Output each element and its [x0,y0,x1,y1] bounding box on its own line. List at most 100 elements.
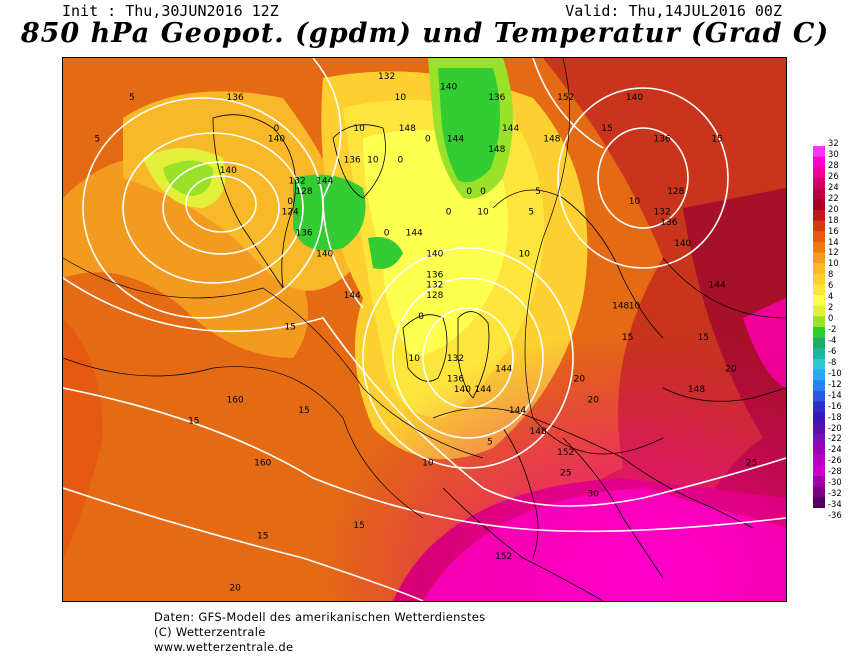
contour-label: 10 [629,302,641,312]
contour-label: 136 [344,155,361,165]
contour-label: 144 [316,176,333,186]
colorbar-segment [813,316,825,328]
contour-label: 10 [395,93,407,103]
colorbar-label: 16 [828,225,839,236]
colorbar-label: -32 [828,488,842,499]
colorbar-label: 26 [828,170,839,181]
chart-title: 850 hPa Geopot. (gpdm) und Temperatur (G… [20,18,830,49]
contour-label: 136 [654,135,671,145]
contour-label: 140 [674,239,691,249]
weather-map: 1361321361401401441361321281241361401441… [62,57,787,602]
colorbar-label: -6 [828,345,837,356]
contour-label: 160 [254,458,271,468]
colorbar-segment [813,444,825,456]
contour-label: 0 [287,197,293,207]
contour-label: 140 [440,82,457,92]
contour-label: 140 [220,166,237,176]
contour-label: 5 [487,437,493,447]
contour-label: 148 [488,145,505,155]
contour-label: 136 [227,93,244,103]
contour-label: 132 [426,281,443,291]
contour-label: 0 [446,208,452,218]
colorbar-segment [813,156,825,168]
contour-label: 25 [746,458,757,468]
colorbar-segment [813,199,825,211]
contour-label: 10 [408,354,420,364]
contour-label: 136 [426,270,443,280]
colorbar-label: -34 [828,499,842,510]
colorbar-segment [813,146,825,158]
contour-label: 15 [257,531,268,541]
colorbar-label: 20 [828,203,839,214]
colorbar-segment [813,369,825,381]
contour-label: 144 [344,291,361,301]
contour-label: 140 [426,249,443,259]
colorbar-segment [813,380,825,392]
colorbar-label: -22 [828,433,842,444]
colorbar-segment [813,252,825,264]
colorbar-segment [813,188,825,200]
colorbar-label: -28 [828,466,842,477]
init-time: Init : Thu,30JUN2016 12Z [62,2,279,20]
contour-label: 15 [188,417,199,427]
colorbar-segment [813,231,825,243]
contour-label: 148 [688,385,705,395]
temperature-fill [63,58,786,601]
contour-label: 0 [466,187,472,197]
colorbar-label: -8 [828,356,837,367]
colorbar-segment [813,486,825,498]
colorbar-label: 2 [828,302,834,313]
colorbar-segment [813,284,825,296]
colorbar-label: -20 [828,422,842,433]
colorbar-label: -26 [828,455,842,466]
contour-label: 148 [543,135,560,145]
contour-label: 136 [488,93,505,103]
colorbar-label: -36 [828,510,842,520]
colorbar-label: -14 [828,389,842,400]
contour-label: 128 [295,187,312,197]
contour-label: 15 [711,135,722,145]
colorbar-label: -30 [828,477,842,488]
contour-label: 5 [95,135,101,145]
colorbar-segment [813,177,825,190]
colorbar-segment [813,476,825,488]
colorbar-segment [813,295,825,307]
contour-label: 148 [530,427,547,437]
contour-label: 30 [587,490,599,500]
contour-label: 10 [629,197,641,207]
website-url: www.wetterzentrale.de [154,640,294,654]
copyright: (C) Wetterzentrale [154,625,266,639]
contour-label: 136 [295,229,312,239]
contour-label: 152 [495,552,512,562]
colorbar-label: 10 [828,258,839,269]
colorbar-label: 0 [828,313,834,324]
colorbar-segment [813,209,825,222]
contour-label: 0 [425,135,431,145]
contour-label: 20 [725,364,737,374]
contour-label: 25 [560,469,571,479]
contour-label: 124 [282,208,299,218]
contour-label: 15 [284,323,295,333]
colorbar-label: 28 [828,159,839,170]
contour-label: 10 [477,208,489,218]
contour-label: 144 [406,229,423,239]
colorbar-segment [813,337,825,349]
contour-label: 20 [229,584,241,594]
contour-label: 10 [353,124,365,134]
contour-labels: 1361321361401401441361321281241361401441… [95,72,758,594]
contour-label: 144 [502,124,519,134]
colorbar-labels: 32 30 28 26 24 22 20 18 16 14 12 10 8 6 4 2 0 -2 -4 -6 -8 -10… [828,139,850,520]
colorbar-segment [813,390,825,403]
colorbar-label: 4 [828,291,834,302]
contour-label: 0 [274,124,280,134]
contour-label: 148 [399,124,416,134]
colorbar-segment [813,422,825,435]
contour-label: 144 [709,281,726,291]
contour-label: 15 [698,333,709,343]
contour-label: 128 [426,291,443,301]
colorbar-label: 32 [828,138,839,148]
contour-label: 10 [367,155,379,165]
contour-label: 132 [378,72,395,82]
colorbar-label: -18 [828,411,842,422]
colorbar-label: 6 [828,280,834,291]
